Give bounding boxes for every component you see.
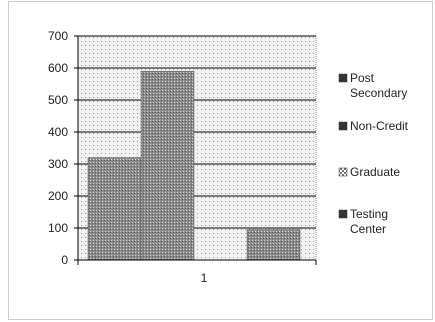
legend-label: Non-Credit	[350, 119, 409, 133]
y-tick-label: 200	[48, 189, 68, 203]
legend-swatch	[338, 167, 348, 177]
y-tick-label: 0	[61, 253, 68, 267]
y-tick-label: 600	[48, 61, 68, 75]
y-tick-label: 700	[48, 29, 68, 43]
x-tick-label: 1	[201, 271, 208, 285]
legend-label: Center	[350, 222, 386, 236]
bar-post-secondary	[87, 157, 142, 261]
axes	[77, 36, 316, 261]
x-tick-labels: 1	[77, 260, 317, 285]
legend-swatch	[338, 121, 348, 131]
y-tick-label: 400	[48, 125, 68, 139]
y-tick-label: 300	[48, 157, 68, 171]
bar-testing-center	[246, 229, 301, 261]
y-tick-labels: 0 100 200 300 400 500 600 700	[48, 29, 78, 267]
y-tick-label: 100	[48, 221, 68, 235]
y-tick-label: 500	[48, 93, 68, 107]
bars	[87, 70, 301, 261]
legend-swatch	[338, 209, 348, 219]
legend-label: Secondary	[350, 86, 407, 100]
legend-swatch	[338, 73, 348, 83]
bar-non-credit	[140, 70, 195, 261]
legend-label: Testing	[350, 207, 388, 221]
legend-label: Graduate	[350, 165, 400, 179]
legend-label: Post	[350, 71, 375, 85]
